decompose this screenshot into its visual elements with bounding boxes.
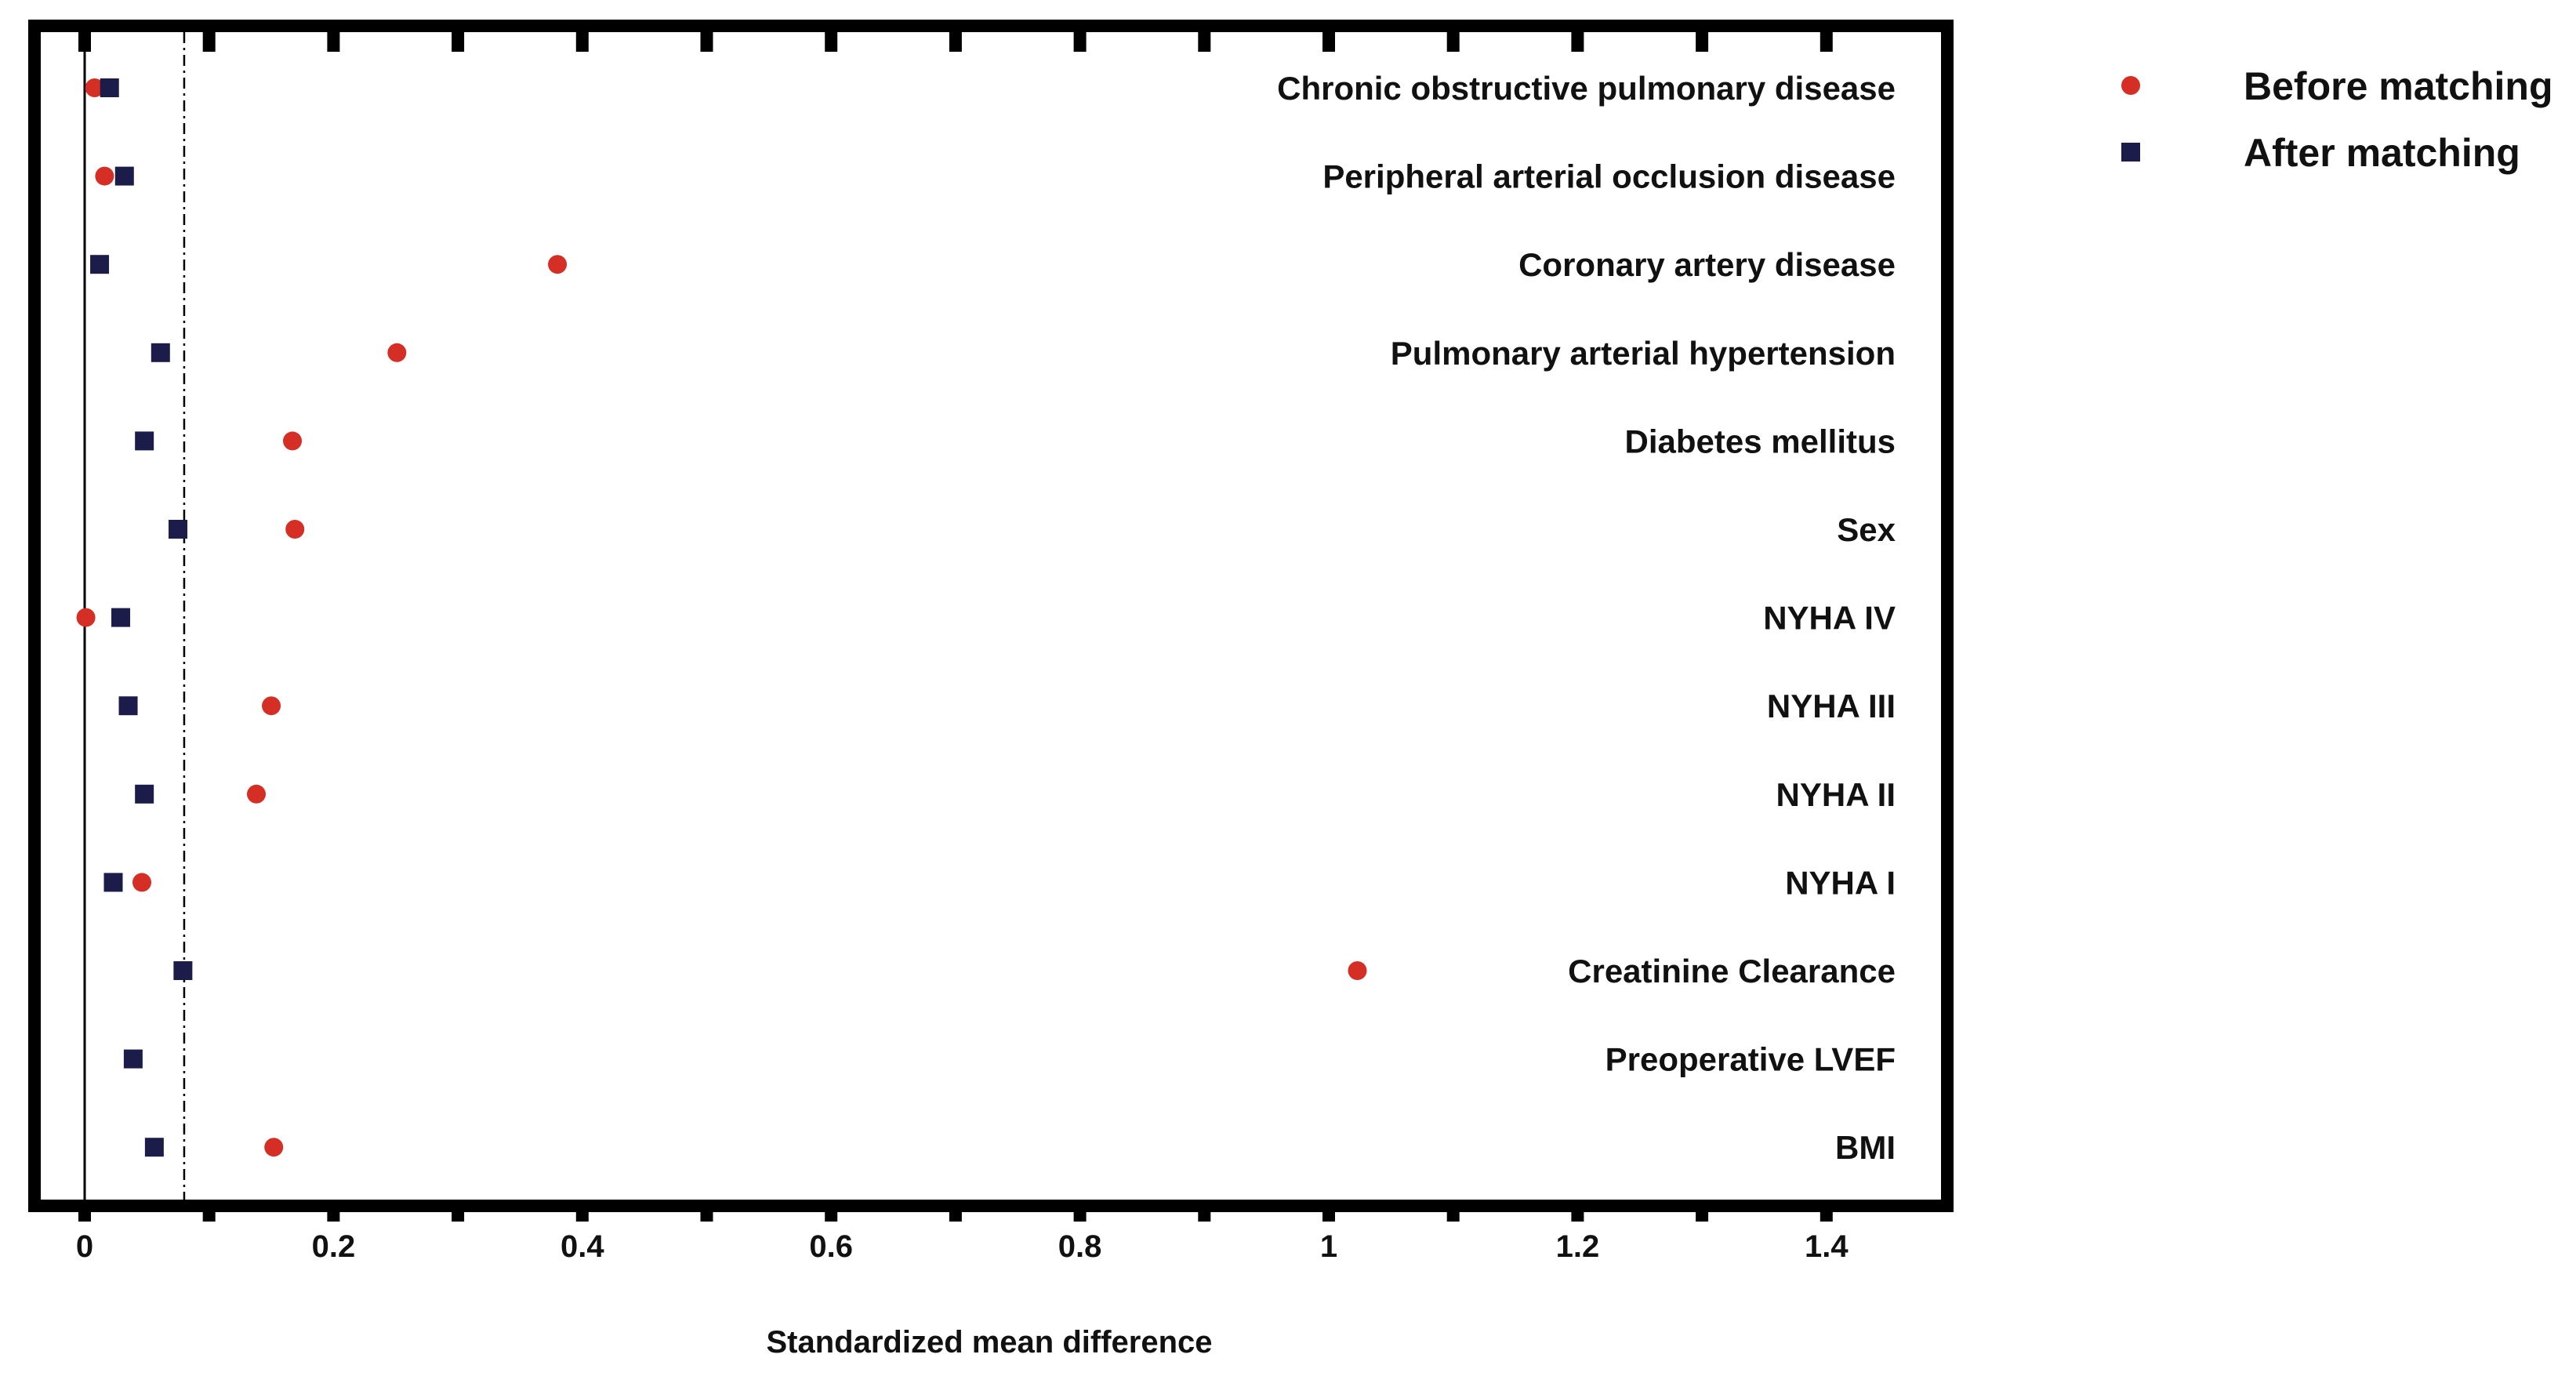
x-tick-label: 0.8 [1058,1229,1102,1264]
point-after-matching [111,608,131,627]
category-label: Sex [1837,511,1896,548]
point-before-matching [264,1138,284,1157]
x-tick-label: 0.4 [561,1229,604,1264]
legend-marker-before [2121,76,2140,95]
x-tick-label: 0.6 [809,1229,853,1264]
category-label: Chronic obstructive pulmonary disease [1277,70,1896,107]
x-tick-label: 1 [1320,1229,1337,1264]
point-before-matching [285,520,305,539]
point-after-matching [100,78,119,97]
category-label: Pulmonary arterial hypertension [1391,335,1896,372]
category-labels: Chronic obstructive pulmonary disease Per… [1277,70,1896,1166]
point-before-matching [132,873,152,892]
category-label: Preoperative LVEF [1605,1041,1896,1078]
legend-marker-after [2121,143,2140,162]
point-before-matching [387,343,407,362]
reference-lines [83,32,186,1200]
x-tick-label: 0.2 [312,1229,356,1264]
x-tick-label: 1.4 [1805,1229,1849,1264]
category-label: NYHA III [1767,688,1896,724]
x-tick-label: 0 [76,1229,93,1264]
point-before-matching [76,608,96,627]
point-before-matching [247,784,267,804]
category-label: BMI [1835,1129,1896,1166]
point-after-matching [169,520,188,539]
point-after-matching [90,255,110,274]
legend-label: Before matching [2244,64,2553,108]
point-after-matching [135,784,154,804]
point-before-matching [548,255,568,274]
legend-label: After matching [2244,131,2520,175]
category-label: NYHA I [1785,864,1896,901]
category-label: NYHA II [1776,776,1896,813]
point-after-matching [151,343,170,362]
category-label: NYHA IV [1763,600,1896,637]
point-before-matching [262,696,281,716]
x-axis-tick-labels: 0 0.2 0.4 0.6 0.8 1 1.2 1.4 [76,1229,1849,1264]
point-after-matching [103,873,123,892]
data-points [76,78,1367,1157]
point-after-matching [114,166,134,186]
point-before-matching [85,78,104,97]
point-after-matching [118,696,138,716]
point-after-matching [144,1138,164,1157]
point-after-matching [173,961,193,980]
point-before-matching [283,431,303,451]
point-after-matching [123,1049,143,1069]
x-axis-title: Standardized mean difference [766,1325,1212,1360]
point-after-matching [135,431,154,451]
category-label: Coronary artery disease [1518,246,1896,283]
category-label: Creatinine Clearance [1568,953,1896,989]
point-before-matching [95,166,114,186]
plot-frame [28,20,1954,1212]
category-label: Peripheral arterial occlusion disease [1322,158,1896,195]
category-label: Diabetes mellitus [1625,423,1896,459]
x-axis-ticks [78,32,1833,1222]
x-tick-label: 1.2 [1556,1229,1600,1264]
point-before-matching [1348,961,1367,980]
legend: Before matching After matching [2121,64,2553,175]
